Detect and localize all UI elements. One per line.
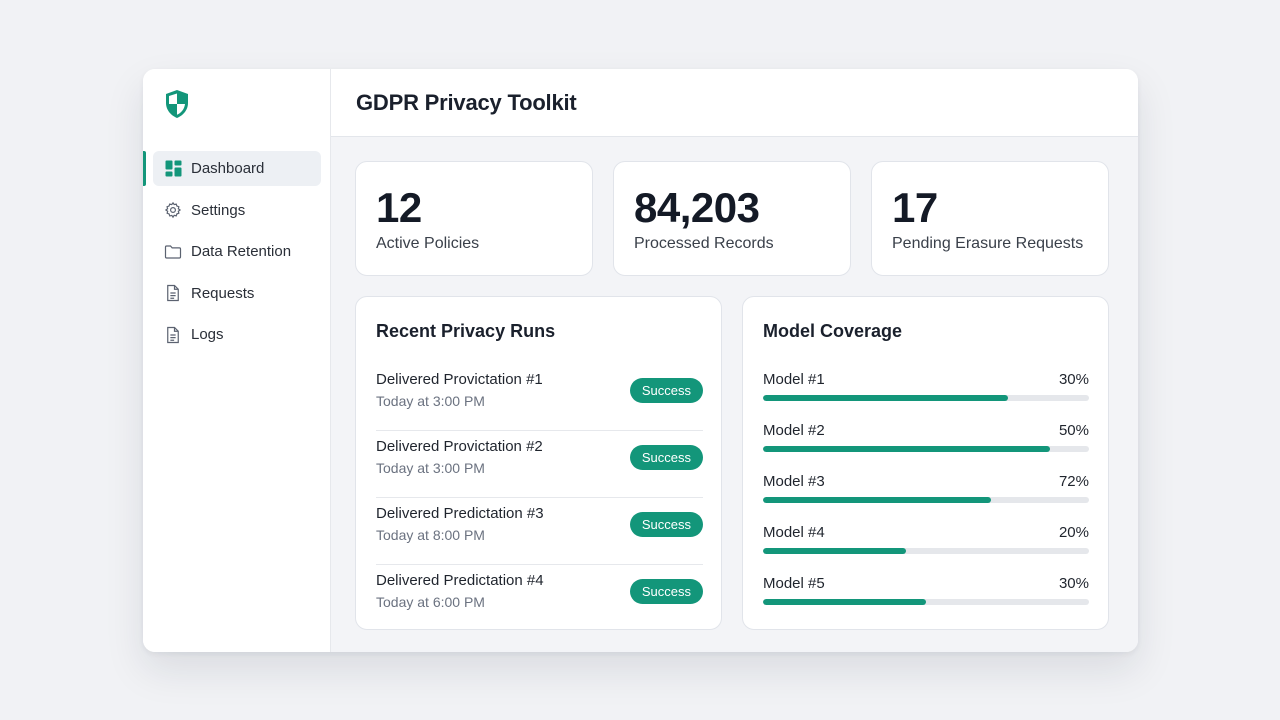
- progress-track: [763, 548, 1089, 554]
- coverage-item: Model #1 30%: [763, 369, 1089, 420]
- run-list-item[interactable]: Delivered Provictation #2 Today at 3:00 P…: [376, 431, 703, 498]
- main-content: GDPR Privacy Toolkit 12 Active Policies …: [331, 69, 1138, 652]
- recent-runs-panel: Recent Privacy Runs Delivered Provictati…: [355, 296, 722, 630]
- coverage-percent: 20%: [1058, 524, 1089, 541]
- run-time: Today at 6:00 PM: [376, 594, 485, 610]
- progress-fill: [763, 548, 907, 554]
- stat-card-pending-erasure[interactable]: 17 Pending Erasure Requests: [871, 161, 1109, 276]
- page-title: GDPR Privacy Toolkit: [356, 89, 577, 115]
- coverage-percent: 30%: [1058, 575, 1089, 592]
- status-badge: Success: [629, 512, 703, 537]
- run-time: Today at 3:00 PM: [376, 393, 485, 409]
- stat-card-processed-records[interactable]: 84,203 Processed Records: [613, 161, 851, 276]
- model-name: Model #1: [763, 371, 825, 388]
- run-time: Today at 8:00 PM: [376, 527, 485, 543]
- coverage-percent: 50%: [1058, 422, 1089, 439]
- coverage-item: Model #5 30%: [763, 573, 1089, 624]
- sidebar-item-logs[interactable]: Logs: [153, 317, 321, 352]
- model-name: Model #3: [763, 473, 825, 490]
- shield-icon[interactable]: [164, 89, 190, 119]
- sidebar-item-data-retention[interactable]: Data Retention: [153, 234, 321, 269]
- sidebar: Dashboard Settings Data Retention Requests L…: [143, 69, 331, 652]
- progress-fill: [763, 395, 1008, 401]
- app-window: Dashboard Settings Data Retention Requests L…: [143, 69, 1138, 652]
- coverage-item: Model #3 72%: [763, 471, 1089, 522]
- progress-fill: [763, 599, 926, 605]
- run-list-item[interactable]: Delivered Predictation #4 Today at 6:00 P…: [376, 565, 703, 632]
- stat-value: 17: [892, 184, 938, 231]
- stat-value: 12: [376, 184, 422, 231]
- sidebar-item-dashboard[interactable]: Dashboard: [143, 151, 321, 186]
- progress-track: [763, 497, 1089, 503]
- sidebar-item-label: Logs: [191, 326, 224, 343]
- coverage-item: Model #2 50%: [763, 420, 1089, 471]
- folder-icon: [164, 243, 182, 261]
- sidebar-item-label: Dashboard: [191, 160, 265, 177]
- run-name: Delivered Provictation #2: [376, 438, 543, 455]
- status-badge: Success: [629, 579, 703, 604]
- document-icon: [164, 284, 182, 302]
- run-time: Today at 3:00 PM: [376, 460, 485, 476]
- run-name: Delivered Provictation #1: [376, 371, 543, 388]
- panel-title: Recent Privacy Runs: [376, 321, 556, 341]
- document-icon: [164, 326, 182, 344]
- coverage-item: Model #4 20%: [763, 522, 1089, 573]
- model-name: Model #2: [763, 422, 825, 439]
- stat-card-active-policies[interactable]: 12 Active Policies: [355, 161, 593, 276]
- dashboard-icon: [164, 160, 182, 178]
- coverage-percent: 72%: [1058, 473, 1089, 490]
- status-badge: Success: [629, 378, 703, 403]
- coverage-list: Model #1 30% Model #2 50% Model #3 72% Model #…: [763, 369, 1089, 624]
- panel-title: Model Coverage: [763, 321, 903, 341]
- coverage-percent: 30%: [1058, 371, 1089, 388]
- progress-fill: [763, 497, 992, 503]
- stat-label: Pending Erasure Requests: [892, 235, 1084, 252]
- sidebar-item-settings[interactable]: Settings: [153, 193, 321, 228]
- sidebar-item-label: Requests: [191, 284, 255, 302]
- header: GDPR Privacy Toolkit: [331, 69, 1138, 137]
- sidebar-item-label: Settings: [191, 201, 246, 219]
- progress-fill: [763, 446, 1050, 452]
- stat-value: 84,203: [634, 184, 760, 231]
- model-name: Model #4: [763, 524, 825, 541]
- run-name: Delivered Predictation #4: [376, 572, 544, 589]
- progress-track: [763, 395, 1089, 401]
- sidebar-item-label: Data Retention: [191, 243, 292, 260]
- run-list-item[interactable]: Delivered Provictation #1 Today at 3:00 P…: [376, 364, 703, 431]
- sidebar-item-requests[interactable]: Requests: [153, 276, 321, 311]
- progress-track: [763, 599, 1089, 605]
- model-coverage-panel: Model Coverage Model #1 30% Model #2 50% Mod…: [742, 296, 1109, 630]
- status-badge: Success: [629, 445, 703, 470]
- run-list: Delivered Provictation #1 Today at 3:00 P…: [376, 364, 703, 632]
- stat-label: Active Policies: [376, 235, 480, 252]
- gear-icon: [164, 201, 182, 219]
- model-name: Model #5: [763, 575, 825, 592]
- stat-label: Processed Records: [634, 235, 774, 252]
- run-list-item[interactable]: Delivered Predictation #3 Today at 8:00 P…: [376, 498, 703, 565]
- run-name: Delivered Predictation #3: [376, 505, 544, 522]
- progress-track: [763, 446, 1089, 452]
- sidebar-nav: Dashboard Settings Data Retention Requests L…: [143, 151, 331, 359]
